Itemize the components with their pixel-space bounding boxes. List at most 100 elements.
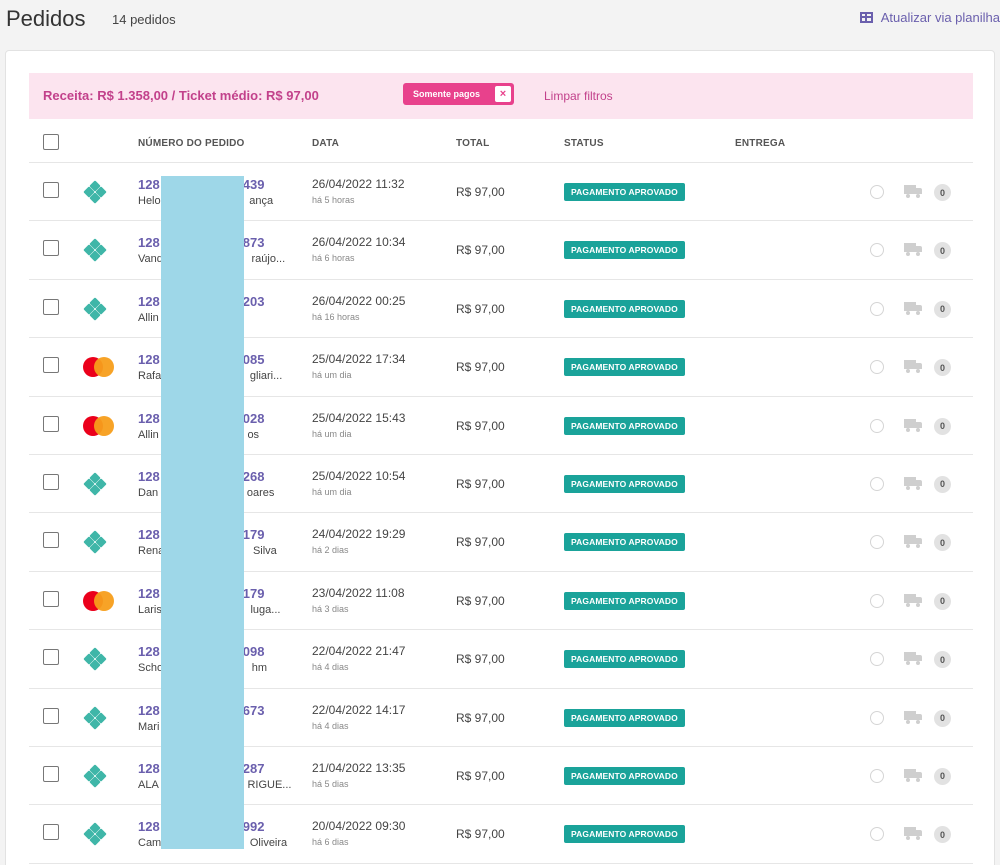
order-relative-time: há 5 dias — [312, 778, 349, 789]
order-total: R$ 97,00 — [456, 710, 505, 725]
status-badge: PAGAMENTO APROVADO — [564, 825, 685, 844]
row-checkbox[interactable] — [43, 532, 59, 549]
status-badge: PAGAMENTO APROVADO — [564, 591, 685, 610]
order-total: R$ 97,00 — [456, 768, 505, 783]
table-row[interactable]: 128 673 Mari 22/04/2022 14:17 há 4 dias R$ … — [29, 689, 973, 747]
row-checkbox[interactable] — [43, 707, 59, 724]
whatsapp-icon[interactable] — [870, 768, 884, 783]
truck-icon[interactable] — [904, 301, 923, 315]
whatsapp-icon[interactable] — [870, 243, 884, 258]
status-badge: PAGAMENTO APROVADO — [564, 299, 685, 318]
delivery-count-badge: 0 — [934, 826, 951, 844]
whatsapp-icon[interactable] — [870, 535, 884, 550]
whatsapp-icon[interactable] — [870, 418, 884, 433]
table-row[interactable]: 128 028 Allin os 25/04/2022 15:43 há um dia… — [29, 397, 973, 455]
whatsapp-icon[interactable] — [870, 710, 884, 725]
whatsapp-icon[interactable] — [870, 593, 884, 608]
paid-only-filter-chip[interactable]: Somente pagos × — [403, 83, 514, 105]
truck-icon[interactable] — [904, 652, 923, 666]
whatsapp-icon[interactable] — [870, 301, 884, 316]
order-number-link[interactable]: 128 098 — [138, 644, 265, 660]
order-relative-time: há 2 dias — [312, 545, 349, 556]
truck-icon[interactable] — [904, 535, 923, 549]
order-relative-time: há um dia — [312, 428, 352, 439]
order-number-link[interactable]: 128 873 — [138, 235, 265, 251]
delivery-count-badge: 0 — [934, 417, 951, 435]
order-number-link[interactable]: 128 203 — [138, 293, 265, 309]
order-number-link[interactable]: 128 179 — [138, 585, 265, 601]
order-number-link[interactable]: 128 028 — [138, 410, 265, 426]
order-relative-time: há um dia — [312, 370, 352, 381]
truck-icon[interactable] — [904, 476, 923, 490]
truck-icon[interactable] — [904, 827, 923, 841]
whatsapp-icon[interactable] — [870, 827, 884, 842]
whatsapp-icon[interactable] — [870, 360, 884, 375]
whatsapp-icon[interactable] — [870, 476, 884, 491]
col-date[interactable]: DATA — [312, 138, 340, 149]
customer-name: Allin os — [138, 428, 260, 441]
close-icon[interactable]: × — [495, 86, 511, 102]
truck-icon[interactable] — [904, 593, 923, 607]
truck-icon[interactable] — [904, 243, 923, 257]
table-row[interactable]: 128 287 ALA RIGUE... 21/04/2022 13:35 há 5 … — [29, 747, 973, 806]
table-row[interactable]: 128 098 Scho hm 22/04/2022 21:47 há 4 dias R… — [29, 630, 973, 689]
status-badge: PAGAMENTO APROVADO — [564, 533, 685, 552]
order-date: 20/04/2022 09:30 — [312, 819, 406, 834]
order-total: R$ 97,00 — [456, 418, 505, 433]
truck-icon[interactable] — [904, 710, 923, 724]
whatsapp-icon[interactable] — [870, 185, 884, 199]
col-delivery[interactable]: ENTREGA — [735, 138, 786, 149]
row-checkbox[interactable] — [43, 473, 59, 490]
order-date: 26/04/2022 00:25 — [312, 293, 406, 308]
table-row[interactable]: 128 203 Allin 26/04/2022 00:25 há 16 horas… — [29, 280, 973, 339]
order-relative-time: há um dia — [312, 486, 352, 497]
table-row[interactable]: 128 439 Helo ança 26/04/2022 11:32 há 5 hor… — [29, 163, 973, 222]
order-relative-time: há 4 dias — [312, 662, 349, 673]
whatsapp-icon[interactable] — [870, 652, 884, 667]
truck-icon[interactable] — [904, 768, 923, 782]
table-row[interactable]: 128 992 Cam Oliveira 20/04/2022 09:30 há 6 … — [29, 805, 973, 864]
table-row[interactable]: 128 085 Rafa gliari... 25/04/2022 17:34 há … — [29, 338, 973, 397]
row-checkbox[interactable] — [43, 649, 59, 666]
customer-name: Vand raújo... — [138, 253, 286, 266]
table-row[interactable]: 128 873 Vand raújo... 26/04/2022 10:34 há 6… — [29, 221, 973, 280]
row-checkbox[interactable] — [43, 415, 59, 432]
table-row[interactable]: 128 179 Rena Silva 24/04/2022 19:29 há 2 di… — [29, 513, 973, 572]
update-via-spreadsheet-link[interactable]: Atualizar via planilha — [859, 10, 1000, 25]
truck-icon[interactable] — [904, 418, 923, 432]
order-number-link[interactable]: 128 179 — [138, 527, 265, 543]
row-checkbox[interactable] — [43, 824, 59, 841]
col-status[interactable]: STATUS — [564, 138, 604, 149]
row-checkbox[interactable] — [43, 590, 59, 607]
pix-icon — [83, 647, 107, 671]
col-total[interactable]: TOTAL — [456, 138, 490, 149]
order-number-link[interactable]: 128 992 — [138, 819, 265, 835]
row-checkbox[interactable] — [43, 765, 59, 782]
table-row[interactable]: 128 268 Dan oares 25/04/2022 10:54 há um di… — [29, 455, 973, 514]
truck-icon[interactable] — [904, 360, 923, 374]
order-number-link[interactable]: 128 287 — [138, 760, 265, 776]
pix-icon — [83, 530, 107, 555]
status-badge: PAGAMENTO APROVADO — [564, 766, 685, 785]
truck-icon[interactable] — [904, 185, 923, 198]
order-number-link[interactable]: 128 439 — [138, 177, 265, 192]
row-checkbox[interactable] — [43, 357, 59, 374]
customer-name: Rena Silva — [138, 545, 277, 558]
order-number-link[interactable]: 128 085 — [138, 352, 265, 368]
row-checkbox[interactable] — [43, 182, 59, 198]
delivery-count-badge: 0 — [934, 242, 951, 260]
order-relative-time: há 6 dias — [312, 837, 349, 848]
pix-icon — [83, 472, 107, 496]
select-all-checkbox[interactable] — [43, 134, 59, 150]
table-row[interactable]: 128 179 Laris luga... 23/04/2022 11:08 há 3… — [29, 572, 973, 631]
delivery-count-badge: 0 — [934, 184, 951, 201]
order-relative-time: há 4 dias — [312, 720, 349, 731]
row-checkbox[interactable] — [43, 298, 59, 315]
order-total: R$ 97,00 — [456, 827, 505, 842]
order-number-link[interactable]: 128 268 — [138, 468, 265, 484]
order-number-link[interactable]: 128 673 — [138, 702, 265, 718]
order-total: R$ 97,00 — [456, 301, 505, 316]
clear-filters-link[interactable]: Limpar filtros — [544, 89, 613, 103]
col-order-number[interactable]: NÚMERO DO PEDIDO — [138, 138, 245, 149]
row-checkbox[interactable] — [43, 240, 59, 257]
